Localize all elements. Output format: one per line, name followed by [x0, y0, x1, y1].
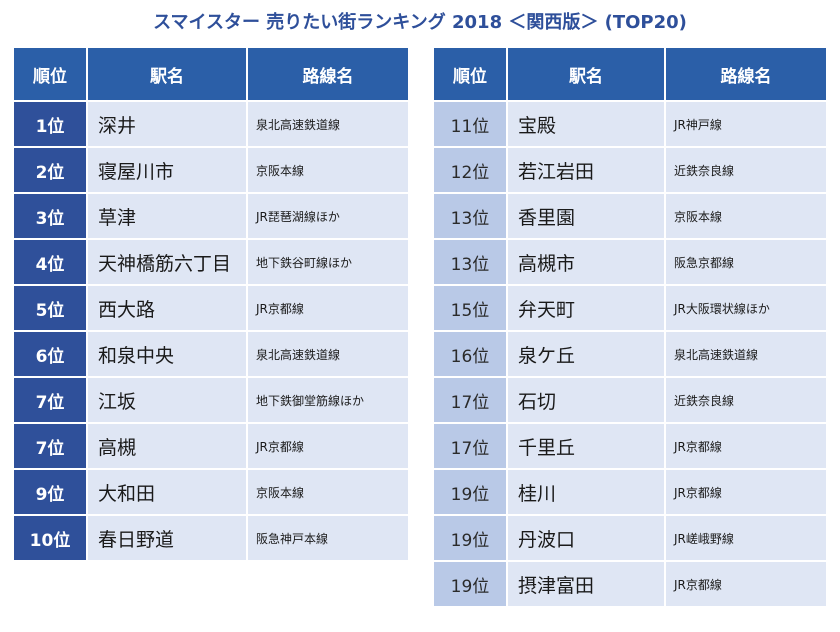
- rank-cell: 16位: [434, 332, 506, 376]
- line-name-cell: 近鉄奈良線: [666, 378, 826, 422]
- line-name-cell: 泉北高速鉄道線: [248, 102, 408, 146]
- table-row: 6位 和泉中央 泉北高速鉄道線: [14, 332, 408, 376]
- rank-cell: 11位: [434, 102, 506, 146]
- line-name-cell: 地下鉄谷町線ほか: [248, 240, 408, 284]
- station-name-cell: 和泉中央: [88, 332, 246, 376]
- line-name-cell: 阪急京都線: [666, 240, 826, 284]
- station-name-cell: 天神橋筋六丁目: [88, 240, 246, 284]
- station-name-cell: 丹波口: [508, 516, 664, 560]
- table-row: 7位 江坂 地下鉄御堂筋線ほか: [14, 378, 408, 422]
- station-name-cell: 泉ケ丘: [508, 332, 664, 376]
- rank-column-header: 順位: [14, 48, 86, 100]
- station-name-cell: 香里園: [508, 194, 664, 238]
- rank-cell: 13位: [434, 240, 506, 284]
- table-row: 17位 千里丘 JR京都線: [434, 424, 826, 468]
- line-name-cell: 近鉄奈良線: [666, 148, 826, 192]
- line-name-cell: JR神戸線: [666, 102, 826, 146]
- rank-cell: 2位: [14, 148, 86, 192]
- ranking-table-right: 順位 駅名 路線名 11位 宝殿 JR神戸線 12位 若江岩田 近鉄奈良線 13位 香里園 京阪…: [432, 46, 828, 608]
- station-name-cell: 弁天町: [508, 286, 664, 330]
- station-name-cell: 西大路: [88, 286, 246, 330]
- line-name-cell: JR京都線: [248, 424, 408, 468]
- station-name-cell: 千里丘: [508, 424, 664, 468]
- rank-cell: 19位: [434, 470, 506, 514]
- rank-cell: 5位: [14, 286, 86, 330]
- table-row: 19位 丹波口 JR嵯峨野線: [434, 516, 826, 560]
- line-column-header: 路線名: [248, 48, 408, 100]
- page-title: スマイスター 売りたい街ランキング 2018 ＜関西版＞ (TOP20): [153, 12, 687, 33]
- rank-cell: 19位: [434, 516, 506, 560]
- table-row: 13位 香里園 京阪本線: [434, 194, 826, 238]
- rank-cell: 7位: [14, 378, 86, 422]
- rank-cell: 15位: [434, 286, 506, 330]
- rank-cell: 12位: [434, 148, 506, 192]
- table-row: 3位 草津 JR琵琶湖線ほか: [14, 194, 408, 238]
- station-name-cell: 若江岩田: [508, 148, 664, 192]
- rank-cell: 1位: [14, 102, 86, 146]
- line-name-cell: 京阪本線: [666, 194, 826, 238]
- ranking-table-left: 順位 駅名 路線名 1位 深井 泉北高速鉄道線 2位 寝屋川市 京阪本線 3位 草津 JR琵琶湖…: [12, 46, 410, 562]
- rank-cell: 10位: [14, 516, 86, 560]
- line-name-cell: JR京都線: [666, 470, 826, 514]
- station-name-cell: 宝殿: [508, 102, 664, 146]
- table-row: 19位 摂津富田 JR京都線: [434, 562, 826, 606]
- rank-cell: 13位: [434, 194, 506, 238]
- table-row: 5位 西大路 JR京都線: [14, 286, 408, 330]
- station-column-header: 駅名: [88, 48, 246, 100]
- line-name-cell: JR嵯峨野線: [666, 516, 826, 560]
- line-name-cell: JR京都線: [248, 286, 408, 330]
- table-row: 16位 泉ケ丘 泉北高速鉄道線: [434, 332, 826, 376]
- station-name-cell: 春日野道: [88, 516, 246, 560]
- rank-cell: 17位: [434, 378, 506, 422]
- rank-cell: 9位: [14, 470, 86, 514]
- table-row: 19位 桂川 JR京都線: [434, 470, 826, 514]
- table-row: 7位 高槻 JR京都線: [14, 424, 408, 468]
- line-column-header: 路線名: [666, 48, 826, 100]
- station-name-cell: 寝屋川市: [88, 148, 246, 192]
- line-name-cell: 地下鉄御堂筋線ほか: [248, 378, 408, 422]
- table-row: 4位 天神橋筋六丁目 地下鉄谷町線ほか: [14, 240, 408, 284]
- line-name-cell: 京阪本線: [248, 148, 408, 192]
- line-name-cell: 泉北高速鉄道線: [666, 332, 826, 376]
- station-name-cell: 江坂: [88, 378, 246, 422]
- station-name-cell: 高槻: [88, 424, 246, 468]
- line-name-cell: 京阪本線: [248, 470, 408, 514]
- station-name-cell: 深井: [88, 102, 246, 146]
- station-name-cell: 高槻市: [508, 240, 664, 284]
- table-row: 1位 深井 泉北高速鉄道線: [14, 102, 408, 146]
- station-name-cell: 大和田: [88, 470, 246, 514]
- station-name-cell: 摂津富田: [508, 562, 664, 606]
- rank-cell: 3位: [14, 194, 86, 238]
- rank-cell: 19位: [434, 562, 506, 606]
- station-column-header: 駅名: [508, 48, 664, 100]
- rank-cell: 7位: [14, 424, 86, 468]
- rank-cell: 17位: [434, 424, 506, 468]
- line-name-cell: JR琵琶湖線ほか: [248, 194, 408, 238]
- line-name-cell: JR大阪環状線ほか: [666, 286, 826, 330]
- rank-column-header: 順位: [434, 48, 506, 100]
- table-row: 13位 高槻市 阪急京都線: [434, 240, 826, 284]
- rank-cell: 6位: [14, 332, 86, 376]
- station-name-cell: 桂川: [508, 470, 664, 514]
- line-name-cell: 阪急神戸本線: [248, 516, 408, 560]
- table-row: 10位 春日野道 阪急神戸本線: [14, 516, 408, 560]
- table-row: 15位 弁天町 JR大阪環状線ほか: [434, 286, 826, 330]
- table-row: 17位 石切 近鉄奈良線: [434, 378, 826, 422]
- station-name-cell: 石切: [508, 378, 664, 422]
- table-row: 11位 宝殿 JR神戸線: [434, 102, 826, 146]
- station-name-cell: 草津: [88, 194, 246, 238]
- line-name-cell: JR京都線: [666, 424, 826, 468]
- table-row: 12位 若江岩田 近鉄奈良線: [434, 148, 826, 192]
- table-header-row: 順位 駅名 路線名: [434, 48, 826, 100]
- line-name-cell: JR京都線: [666, 562, 826, 606]
- table-row: 9位 大和田 京阪本線: [14, 470, 408, 514]
- table-header-row: 順位 駅名 路線名: [14, 48, 408, 100]
- rank-cell: 4位: [14, 240, 86, 284]
- table-row: 2位 寝屋川市 京阪本線: [14, 148, 408, 192]
- line-name-cell: 泉北高速鉄道線: [248, 332, 408, 376]
